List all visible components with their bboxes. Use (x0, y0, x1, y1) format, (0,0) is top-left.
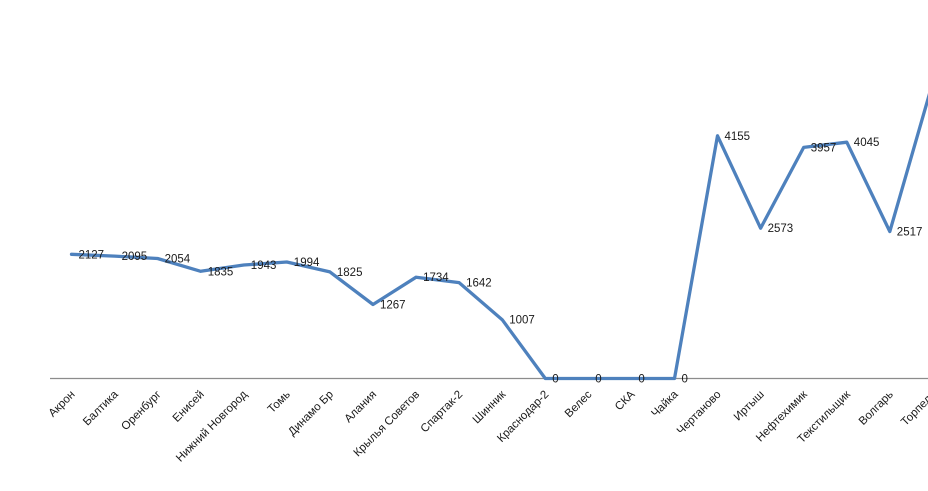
data-label: 3957 (811, 142, 837, 154)
line-chart-figure: 2127 2095 2054 1835 1943 1994 1825 1267 1734 1642… (40, 16, 928, 475)
x-tick-label: Волгарь (857, 389, 896, 428)
x-tick-label: Алания (343, 389, 380, 426)
data-label: 2054 (165, 254, 191, 266)
data-label: 1835 (208, 266, 234, 278)
data-label: 1825 (337, 267, 363, 279)
x-tick-label: Спартак-2 (419, 389, 466, 436)
data-label: 1642 (466, 278, 492, 290)
x-tick-label: Акрон (47, 389, 78, 420)
data-label: 2517 (897, 227, 923, 239)
data-label: 0 (552, 374, 558, 386)
data-label: 4155 (725, 131, 751, 143)
x-tick-label: Динамо Бр (286, 389, 336, 439)
x-tick-label: Торпедо (899, 389, 928, 429)
data-label: 1007 (509, 315, 535, 327)
data-label: 1734 (423, 272, 449, 284)
x-tick-label: Енисей (171, 389, 207, 425)
x-tick-label: Оренбург (119, 389, 163, 433)
x-tick-label: Балтика (81, 388, 121, 428)
data-label: 1943 (251, 260, 277, 272)
data-label: 2095 (122, 251, 148, 263)
data-label: 0 (638, 374, 644, 386)
data-label: 1267 (380, 300, 406, 312)
x-tick-label: Шинник (471, 388, 509, 426)
series-line (72, 82, 928, 379)
x-tick-label: Иртыш (732, 389, 767, 424)
x-tick-label: СКА (613, 388, 638, 413)
data-label: 2127 (79, 249, 105, 261)
data-label: 0 (682, 374, 688, 386)
data-label: 2573 (768, 223, 794, 235)
x-tick-label: Томь (266, 389, 293, 416)
x-tick-label: Чертаново (675, 389, 724, 438)
data-label: 4045 (854, 137, 880, 149)
data-label: 0 (595, 374, 601, 386)
chart-svg: 2127 2095 2054 1835 1943 1994 1825 1267 1734 1642… (40, 16, 928, 475)
x-tick-label: Нижний Новгород (174, 388, 250, 464)
x-tick-label: Чайка (649, 388, 681, 420)
data-label: 1994 (294, 257, 320, 269)
x-tick-label: Велес (563, 388, 595, 420)
